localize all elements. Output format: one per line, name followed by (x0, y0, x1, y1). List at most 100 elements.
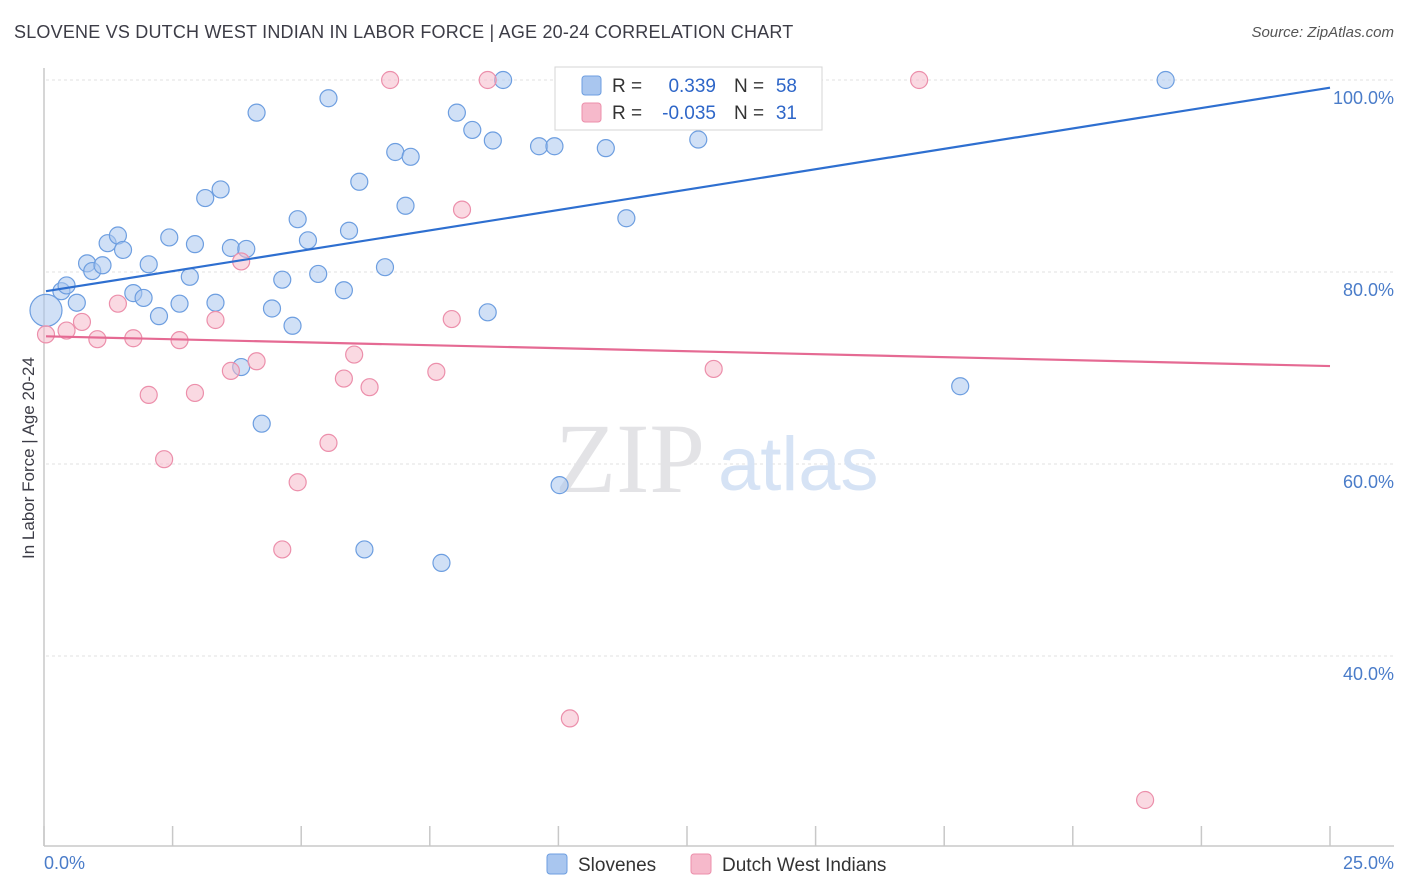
dutch-west-indians-trend-line (45, 335, 1331, 368)
legend: R = 0.339 N = 58 R = -0.035 N = 31 (554, 66, 823, 131)
legend-swatch-slovenes (581, 75, 602, 96)
slovenes-point-42 (447, 103, 466, 122)
slovenes-point-45 (483, 131, 502, 150)
dutch-west-indians-point-28 (910, 70, 929, 90)
bottom-legend: Slovenes Dutch West Indians (546, 853, 886, 876)
legend-n-value-1: 58 (776, 76, 797, 97)
dutch-west-indians-point-4 (108, 294, 128, 313)
dutch-west-indians-point-29 (1136, 790, 1155, 810)
slovenes-point-6 (93, 256, 112, 275)
dutch-west-indians-point-7 (155, 450, 174, 469)
slovenes-point-48 (545, 137, 564, 156)
watermark-zip: ZIP (555, 403, 705, 514)
slovenes-point-50 (596, 139, 615, 158)
slovenes-point-12 (139, 255, 158, 274)
slovenes-point-51 (617, 209, 636, 228)
slovenes-point-43 (463, 120, 482, 140)
dutch-west-indians-point-25 (560, 709, 579, 728)
trend-lines (45, 86, 1331, 368)
dutch-west-indians-point-1 (57, 321, 76, 340)
legend-n-value-2: 31 (776, 103, 797, 124)
slovenes-point-46 (494, 70, 513, 90)
dutch-west-indians-point-14 (273, 540, 292, 559)
y-tick-label-80: 80.0% (1343, 280, 1394, 300)
dutch-west-indians-point-24 (478, 70, 497, 90)
slovenes-point-20 (211, 180, 230, 199)
slovenes-point-33 (334, 281, 353, 300)
slovenes-point-40 (401, 147, 420, 166)
slovenes-point-34 (339, 221, 359, 240)
legend-swatch-dutch-west-indians (581, 102, 602, 123)
dutch-west-indians-point-11 (221, 361, 240, 380)
y-tick-label-60: 60.0% (1343, 472, 1394, 492)
slovenes-point-29 (288, 210, 307, 229)
slovenes-point-25 (252, 414, 271, 433)
x-ticks (43, 826, 1331, 846)
legend-n-label-2: N = (734, 103, 764, 124)
slovenes-point-18 (196, 188, 215, 208)
legend-n-label-1: N = (734, 76, 764, 97)
dutch-west-indians-point-0 (36, 325, 56, 344)
slovenes-point-35 (350, 172, 369, 191)
slovenes-point-16 (180, 267, 199, 286)
slovenes-point-26 (262, 299, 282, 318)
legend-r-label-1: R = (612, 76, 642, 97)
dutch-west-indians-point-9 (185, 383, 205, 403)
slovenes-point-37 (375, 258, 395, 277)
slovenes-point-55 (951, 377, 970, 396)
dutch-west-indians-point-13 (247, 352, 266, 371)
slovenes-point-2 (57, 276, 76, 295)
dutch-west-indians-point-2 (72, 312, 92, 332)
slovenes-point-11 (134, 288, 153, 308)
dutch-west-indians-point-23 (452, 200, 472, 219)
y-axis-title: In Labor Force | Age 20-24 (19, 357, 38, 559)
slovenes-point-3 (67, 293, 86, 312)
dutch-west-indians-point-22 (442, 309, 461, 329)
slovenes-point-15 (170, 294, 189, 313)
slovenes-point-31 (309, 264, 328, 284)
slovenes-trend-line (45, 86, 1331, 293)
legend-r-label-2: R = (612, 103, 642, 124)
watermark: ZIP atlas (555, 403, 879, 514)
dutch-west-indians-point-15 (288, 473, 307, 492)
slovenes-point-17 (185, 235, 205, 254)
y-tick-labels: 40.0% 60.0% 80.0% 100.0% (1333, 88, 1394, 684)
y-tick-label-40: 40.0% (1343, 664, 1394, 684)
bottom-legend-label-slovenes: Slovenes (578, 855, 656, 876)
slovenes-point-32 (319, 89, 338, 108)
slovenes-point-24 (247, 103, 266, 122)
x-tick-label-min: 0.0% (44, 853, 85, 873)
dutch-west-indians-point-20 (381, 70, 400, 90)
bottom-legend-swatch-dutch-west-indians (690, 853, 712, 875)
slovenes-point-19 (206, 293, 225, 312)
slovenes-point-53 (689, 130, 708, 149)
slovenes-point-13 (149, 307, 169, 326)
slovenes-point-38 (386, 142, 405, 162)
slovenes-point-30 (298, 231, 318, 250)
axes (43, 68, 1394, 847)
x-tick-label-max: 25.0% (1343, 853, 1394, 873)
dutch-west-indians-point-17 (334, 369, 353, 388)
slovenes-point-39 (396, 196, 415, 215)
watermark-atlas: atlas (718, 422, 879, 507)
dutch-west-indians-point-16 (319, 433, 338, 452)
dutch-west-indians-point-10 (206, 310, 225, 330)
bottom-legend-swatch-slovenes (546, 853, 568, 875)
dutch-west-indians-point-21 (427, 362, 446, 381)
slovenes-point-49 (550, 476, 569, 495)
slovenes-point-36 (355, 540, 374, 559)
slovenes-point-56 (1156, 70, 1175, 90)
dutch-west-indians-point-19 (360, 378, 379, 397)
slovenes-point-41 (432, 553, 451, 572)
bottom-legend-label-dutch-west-indians: Dutch West Indians (722, 855, 886, 876)
dutch-west-indians-point-6 (139, 385, 158, 404)
chart-source: Source: ZipAtlas.com (1251, 24, 1394, 41)
slovenes-point-28 (283, 316, 302, 335)
legend-r-value-1: 0.339 (668, 76, 716, 97)
dutch-west-indians-point-3 (88, 330, 107, 349)
slovenes-point-9 (113, 240, 133, 260)
slovenes-point-44 (478, 303, 497, 322)
chart-title: SLOVENE VS DUTCH WEST INDIAN IN LABOR FO… (14, 22, 794, 42)
y-tick-label-100: 100.0% (1333, 88, 1394, 108)
